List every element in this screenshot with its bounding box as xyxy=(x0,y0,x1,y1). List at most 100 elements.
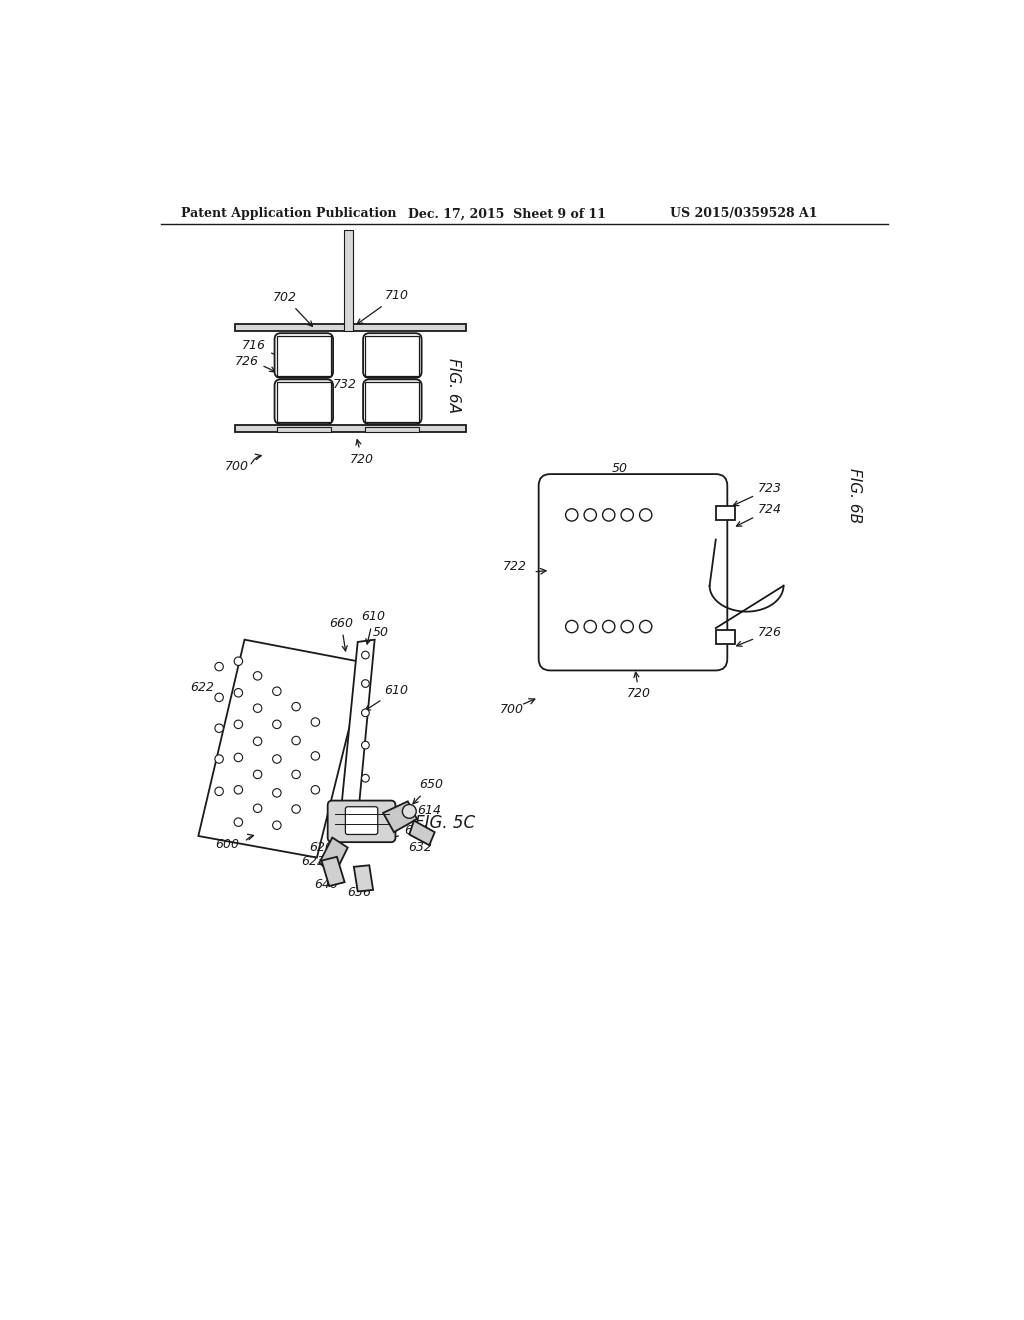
Circle shape xyxy=(361,775,370,781)
Circle shape xyxy=(565,620,578,632)
Circle shape xyxy=(253,672,262,680)
FancyBboxPatch shape xyxy=(539,474,727,671)
Text: Patent Application Publication: Patent Application Publication xyxy=(180,207,396,220)
FancyBboxPatch shape xyxy=(364,379,422,424)
Text: 623: 623 xyxy=(301,855,326,869)
Polygon shape xyxy=(550,486,716,659)
Text: 732: 732 xyxy=(333,378,357,391)
Text: 720: 720 xyxy=(628,672,651,701)
Circle shape xyxy=(361,651,370,659)
Circle shape xyxy=(292,805,300,813)
Text: 614: 614 xyxy=(402,804,441,825)
Circle shape xyxy=(272,755,282,763)
Bar xyxy=(276,428,331,432)
Circle shape xyxy=(402,804,416,818)
Text: 632: 632 xyxy=(408,841,432,854)
Polygon shape xyxy=(383,801,417,832)
Circle shape xyxy=(215,723,223,733)
Circle shape xyxy=(234,785,243,795)
Text: 710: 710 xyxy=(357,289,409,323)
Bar xyxy=(366,428,419,432)
Text: 640: 640 xyxy=(313,878,338,891)
Bar xyxy=(366,381,419,422)
Text: 600: 600 xyxy=(215,838,240,851)
Circle shape xyxy=(311,785,319,795)
Circle shape xyxy=(253,804,262,813)
Text: 610: 610 xyxy=(361,610,386,644)
Circle shape xyxy=(311,751,319,760)
Bar xyxy=(276,381,331,422)
Polygon shape xyxy=(410,821,435,845)
Text: 700: 700 xyxy=(500,702,524,715)
Polygon shape xyxy=(322,857,345,886)
Text: 610: 610 xyxy=(366,684,409,710)
Circle shape xyxy=(272,821,282,829)
Text: 723: 723 xyxy=(733,482,782,506)
Bar xyxy=(366,335,419,376)
Circle shape xyxy=(602,508,614,521)
FancyBboxPatch shape xyxy=(328,800,395,842)
Polygon shape xyxy=(354,866,373,891)
Circle shape xyxy=(292,737,300,744)
Text: 726: 726 xyxy=(736,626,782,647)
FancyBboxPatch shape xyxy=(274,333,333,378)
Text: 660: 660 xyxy=(330,616,353,651)
Circle shape xyxy=(234,818,243,826)
Text: FIG. 6A: FIG. 6A xyxy=(446,358,462,413)
Circle shape xyxy=(621,620,634,632)
Text: 634: 634 xyxy=(389,825,428,840)
Circle shape xyxy=(640,508,652,521)
Circle shape xyxy=(253,737,262,746)
Circle shape xyxy=(640,620,652,632)
Bar xyxy=(716,507,735,520)
Text: 50: 50 xyxy=(611,462,628,475)
Text: 720: 720 xyxy=(350,440,374,466)
Circle shape xyxy=(253,704,262,713)
Circle shape xyxy=(584,620,596,632)
Text: 722: 722 xyxy=(503,561,526,573)
Text: FIG. 5C: FIG. 5C xyxy=(416,814,475,833)
Polygon shape xyxy=(199,640,366,858)
Circle shape xyxy=(361,709,370,717)
Bar xyxy=(344,230,353,331)
Circle shape xyxy=(272,686,282,696)
Circle shape xyxy=(234,689,243,697)
FancyBboxPatch shape xyxy=(345,807,378,834)
Circle shape xyxy=(272,721,282,729)
Circle shape xyxy=(215,755,223,763)
Circle shape xyxy=(292,702,300,711)
Text: 622: 622 xyxy=(190,681,215,694)
Circle shape xyxy=(621,508,634,521)
Text: US 2015/0359528 A1: US 2015/0359528 A1 xyxy=(670,207,817,220)
Circle shape xyxy=(272,788,282,797)
Circle shape xyxy=(602,620,614,632)
Polygon shape xyxy=(319,838,348,875)
Circle shape xyxy=(565,508,578,521)
Text: 650: 650 xyxy=(413,779,443,804)
Text: 716: 716 xyxy=(243,339,285,359)
Circle shape xyxy=(234,754,243,762)
Circle shape xyxy=(234,657,243,665)
Bar xyxy=(234,323,466,331)
Text: 50: 50 xyxy=(373,626,389,639)
Text: 724: 724 xyxy=(736,503,782,527)
Polygon shape xyxy=(341,640,375,813)
Circle shape xyxy=(361,742,370,748)
Circle shape xyxy=(215,663,223,671)
Bar xyxy=(234,425,466,432)
Bar xyxy=(276,335,331,376)
FancyBboxPatch shape xyxy=(364,333,422,378)
Text: Dec. 17, 2015  Sheet 9 of 11: Dec. 17, 2015 Sheet 9 of 11 xyxy=(408,207,606,220)
Text: 636: 636 xyxy=(348,886,372,899)
Circle shape xyxy=(253,770,262,779)
Circle shape xyxy=(361,680,370,688)
Text: 702: 702 xyxy=(273,290,312,326)
Text: 700: 700 xyxy=(225,461,249,474)
Circle shape xyxy=(234,721,243,729)
Circle shape xyxy=(584,508,596,521)
Text: FIG. 6B: FIG. 6B xyxy=(847,469,862,523)
Text: 620: 620 xyxy=(309,841,337,854)
Circle shape xyxy=(292,770,300,779)
Circle shape xyxy=(215,693,223,702)
Circle shape xyxy=(215,787,223,796)
